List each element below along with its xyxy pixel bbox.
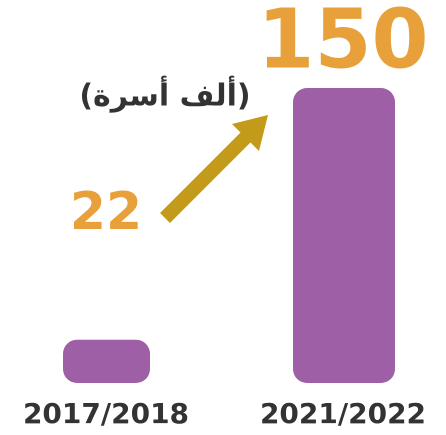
bar bbox=[293, 88, 395, 383]
trend-arrow-shaft bbox=[160, 130, 253, 223]
category-label: 2017/2018 bbox=[23, 397, 189, 430]
value-label: 22 bbox=[70, 182, 142, 242]
value-label: 150 bbox=[257, 0, 428, 87]
bar bbox=[63, 339, 150, 383]
category-label: 2021/2022 bbox=[260, 397, 426, 430]
trend-arrow-head bbox=[232, 115, 268, 151]
unit-label: (ألف أسرة) bbox=[79, 76, 250, 114]
